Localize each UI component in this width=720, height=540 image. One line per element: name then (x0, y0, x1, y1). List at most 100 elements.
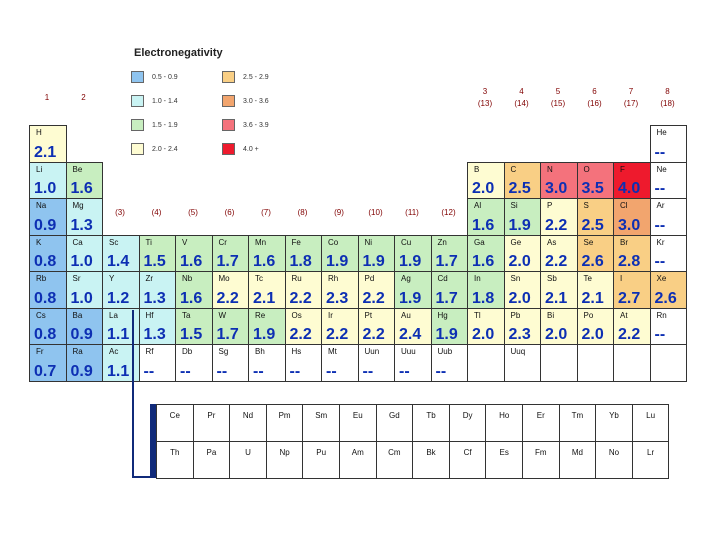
electronegativity-value: 1.3 (70, 216, 93, 234)
element-symbol: Ir (328, 310, 333, 320)
element-symbol: Sb (547, 274, 557, 283)
element-cell: Be 1.6 (65, 161, 103, 199)
f-block-cell: U (229, 441, 267, 479)
legend-label: 2.5 - 2.9 (243, 73, 269, 81)
group-label: (5) (188, 208, 198, 217)
group-label: 5 (15) (540, 86, 576, 110)
f-block-cell: Nd (229, 404, 267, 442)
element-cell: Ne -- (649, 161, 687, 199)
element-symbol: Rh (328, 274, 339, 283)
element-cell: Po 2.0 (576, 307, 614, 345)
legend-item: 3.0 - 3.6 (222, 94, 269, 108)
element-symbol: Tm (571, 411, 584, 420)
element-symbol: Po (583, 310, 594, 320)
element-cell: Zr 1.3 (138, 271, 176, 309)
element-symbol: C (510, 164, 517, 174)
legend-label: 3.6 - 3.9 (243, 121, 269, 129)
element-symbol: Cf (463, 448, 472, 457)
element-symbol: I (620, 274, 623, 283)
element-symbol: Sc (109, 237, 119, 247)
legend-item: 2.0 - 2.4 (131, 142, 178, 156)
f-block-cell: Pa (192, 441, 231, 479)
electronegativity-value: 3.0 (545, 180, 568, 197)
electronegativity-value: 1.6 (472, 253, 495, 270)
electronegativity-value: 1.9 (508, 216, 531, 234)
element-symbol: Sm (315, 411, 328, 420)
element-symbol: Mg (72, 201, 84, 210)
electronegativity-value: 2.3 (508, 326, 531, 343)
element-cell (649, 344, 687, 382)
element-symbol: Rf (145, 347, 154, 356)
element-symbol: Al (474, 201, 482, 210)
group-label: (12) (441, 208, 456, 217)
f-block-cell: Sm (302, 404, 340, 442)
element-symbol: Au (401, 310, 411, 320)
electronegativity-value: 1.6 (472, 216, 495, 234)
electronegativity-value: 1.6 (180, 289, 203, 307)
legend-item: 0.5 - 0.9 (131, 70, 178, 84)
element-symbol: Tc (255, 274, 263, 283)
element-symbol: U (245, 448, 251, 457)
electronegativity-value: 0.9 (70, 326, 93, 343)
element-symbol: Pm (278, 411, 291, 420)
element-cell: Sb 2.1 (540, 271, 578, 309)
f-block-bar (150, 404, 156, 478)
element-cell: Ag 1.9 (394, 271, 432, 309)
element-cell: Sn 2.0 (503, 271, 541, 309)
element-cell: B 2.0 (467, 161, 505, 199)
electronegativity-value: 2.1 (253, 289, 276, 307)
element-cell: Ru 2.2 (284, 271, 322, 309)
f-block-cell: Dy (448, 404, 487, 442)
element-symbol: Sr (72, 274, 81, 283)
legend-item: 1.0 - 1.4 (131, 94, 178, 108)
electronegativity-value: 2.2 (289, 289, 312, 307)
electronegativity-value: -- (362, 362, 374, 380)
group-label: (9) (334, 208, 344, 217)
element-symbol: Li (36, 164, 43, 174)
electronegativity-value: 1.9 (435, 326, 458, 343)
element-symbol: Ge (510, 237, 522, 247)
element-symbol: Zn (437, 237, 447, 247)
electronegativity-value: 1.8 (472, 289, 495, 307)
element-symbol: Te (583, 274, 592, 283)
f-block-cell: Es (485, 441, 523, 479)
element-symbol: Ca (72, 237, 83, 247)
element-cell: Mg 1.3 (65, 198, 103, 236)
group-label: 1 (29, 92, 65, 104)
element-symbol: No (608, 448, 620, 457)
element-cell: Rb 0.8 (29, 271, 67, 309)
element-cell: Mt -- (321, 344, 359, 382)
element-symbol: P (547, 201, 553, 210)
element-cell: Ni 1.9 (357, 234, 395, 272)
element-symbol: Pr (207, 411, 216, 420)
electronegativity-value: 3.0 (618, 216, 641, 234)
f-block-cell: Pu (302, 441, 340, 479)
element-cell: Mn 1.6 (248, 234, 286, 272)
electronegativity-value: 1.0 (70, 253, 93, 270)
electronegativity-value: 1.5 (180, 326, 203, 343)
element-symbol: Ta (182, 310, 191, 320)
element-cell: Cu 1.9 (394, 234, 432, 272)
element-cell: Xe 2.6 (649, 271, 687, 309)
element-symbol: N (547, 164, 553, 174)
element-symbol: He (656, 128, 667, 137)
element-cell: Ba 0.9 (65, 307, 103, 345)
legend-swatch (131, 143, 144, 155)
electronegativity-value: 2.1 (581, 289, 604, 307)
element-symbol: Ra (72, 347, 83, 356)
element-cell: Rf -- (138, 344, 176, 382)
electronegativity-value: 1.7 (435, 289, 458, 307)
element-symbol: La (109, 310, 118, 320)
f-block-cell: Ho (485, 404, 523, 442)
electronegativity-value: 1.8 (289, 253, 312, 270)
electronegativity-value: -- (326, 362, 337, 380)
f-block-cell: Yb (595, 404, 633, 442)
electronegativity-value: 1.7 (216, 253, 239, 270)
element-symbol: Es (499, 448, 509, 457)
f-block-cell: Er (522, 404, 560, 442)
electronegativity-value: 2.6 (654, 289, 677, 307)
f-block-leader-line (132, 310, 154, 478)
element-symbol: Bk (426, 448, 436, 457)
group-label: (8) (297, 208, 308, 217)
element-symbol: Nb (182, 274, 193, 283)
